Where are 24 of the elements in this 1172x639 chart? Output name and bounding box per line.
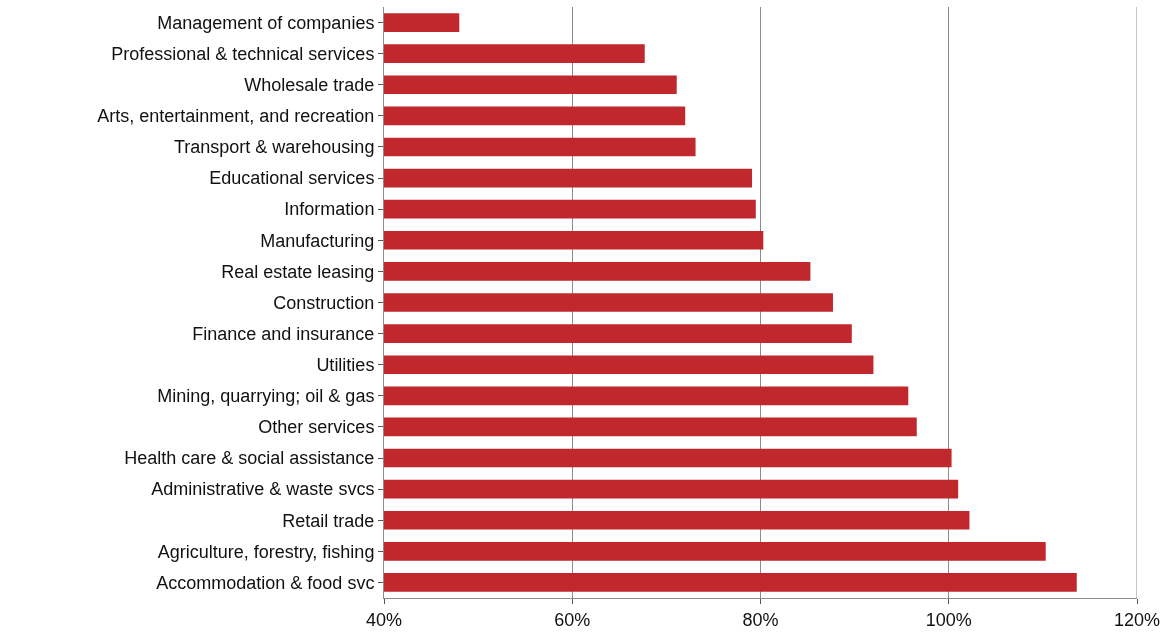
y-tick-label: Utilities [316,355,375,376]
y-tick-label: Agriculture, forestry, fishing [157,541,375,562]
y-tick-label: Finance and insurance [192,323,375,344]
x-tick-label: 60% [554,609,591,630]
y-tick-label: Management of companies [157,12,375,33]
y-tick-label: Administrative & waste svcs [151,479,375,500]
y-tick-label: Information [284,199,375,220]
x-tick-label: 120% [1113,609,1161,630]
y-tick-label: Educational services [209,168,375,189]
x-tick-label: 40% [365,609,403,630]
y-tick-label: Arts, entertainment, and recreation [97,106,375,127]
y-tick-label: Transport & warehousing [173,137,375,158]
y-tick-label: Real estate leasing [221,261,375,282]
y-tick-label: Wholesale trade [244,75,375,96]
y-tick-label: Retail trade [282,510,375,531]
y-tick-label: Other services [258,417,375,438]
y-tick-label: Construction [273,292,375,313]
x-tick-label: 80% [742,609,779,630]
y-tick-label: Health care & social assistance [124,448,375,469]
y-tick-label: Professional & technical services [111,43,375,64]
y-tick-label: Accommodation & food svc [156,572,375,593]
y-tick-label: Manufacturing [260,230,375,251]
y-tick-label: Mining, quarrying; oil & gas [157,386,375,407]
x-tick-label: 100% [925,609,972,630]
